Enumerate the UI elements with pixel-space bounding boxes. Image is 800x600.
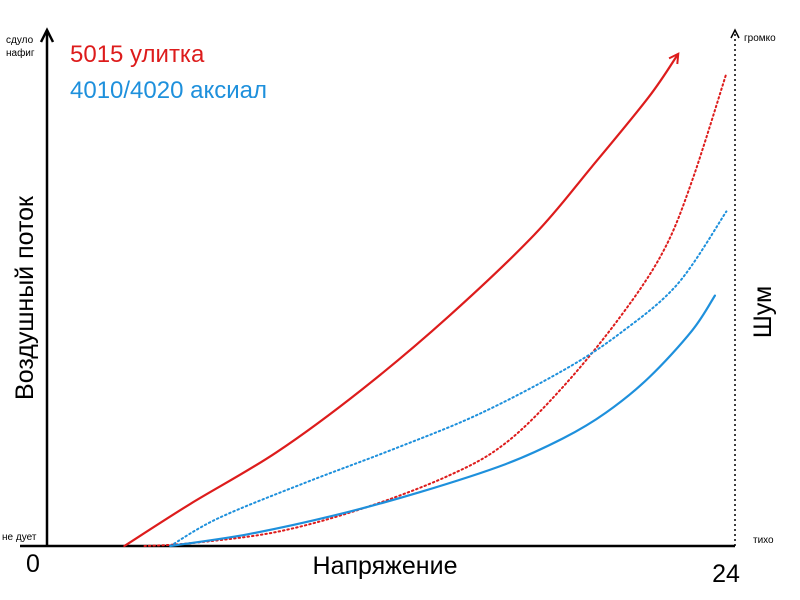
series-line-red-airflow: [123, 55, 677, 548]
series-line-blue-noise: [169, 210, 728, 547]
legend-entry-5015: 5015 улитка: [70, 41, 205, 68]
y-axis-left-arrow-icon: [39, 27, 55, 43]
x-axis-title: Напряжение: [313, 552, 458, 580]
series-line-red-noise: [143, 72, 728, 547]
y-axis-left-top-label-line-1: сдуло: [6, 35, 34, 46]
y-axis-left-bottom-label: не дует: [2, 532, 37, 543]
legend-entry-4010-4020: 4010/4020 аксиал: [70, 77, 267, 104]
series-layer: [123, 55, 728, 548]
y-axis-left-top-label-line-2: нафиг: [6, 47, 35, 59]
x-tick-label-0: 0: [26, 550, 40, 578]
y-axis-right-arrow-icon: [730, 28, 740, 39]
y-axis-right-title: Шум: [749, 286, 777, 338]
x-tick-label-24: 24: [712, 560, 740, 588]
y-axis-right-bottom-label: тихо: [753, 535, 774, 546]
y-axis-right-top-label: громко: [744, 33, 776, 44]
y-axis-left-title: Воздушный поток: [11, 195, 39, 400]
series-line-blue-airflow: [169, 294, 716, 548]
